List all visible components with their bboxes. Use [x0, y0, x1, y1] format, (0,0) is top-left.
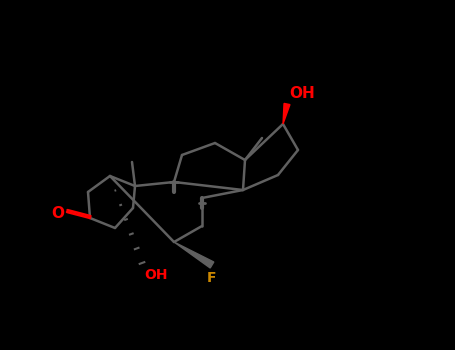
Polygon shape	[174, 242, 214, 268]
Text: OH: OH	[289, 86, 315, 101]
Text: F: F	[207, 271, 217, 285]
Polygon shape	[283, 103, 290, 124]
Text: OH: OH	[144, 268, 167, 282]
Text: O: O	[51, 206, 64, 222]
